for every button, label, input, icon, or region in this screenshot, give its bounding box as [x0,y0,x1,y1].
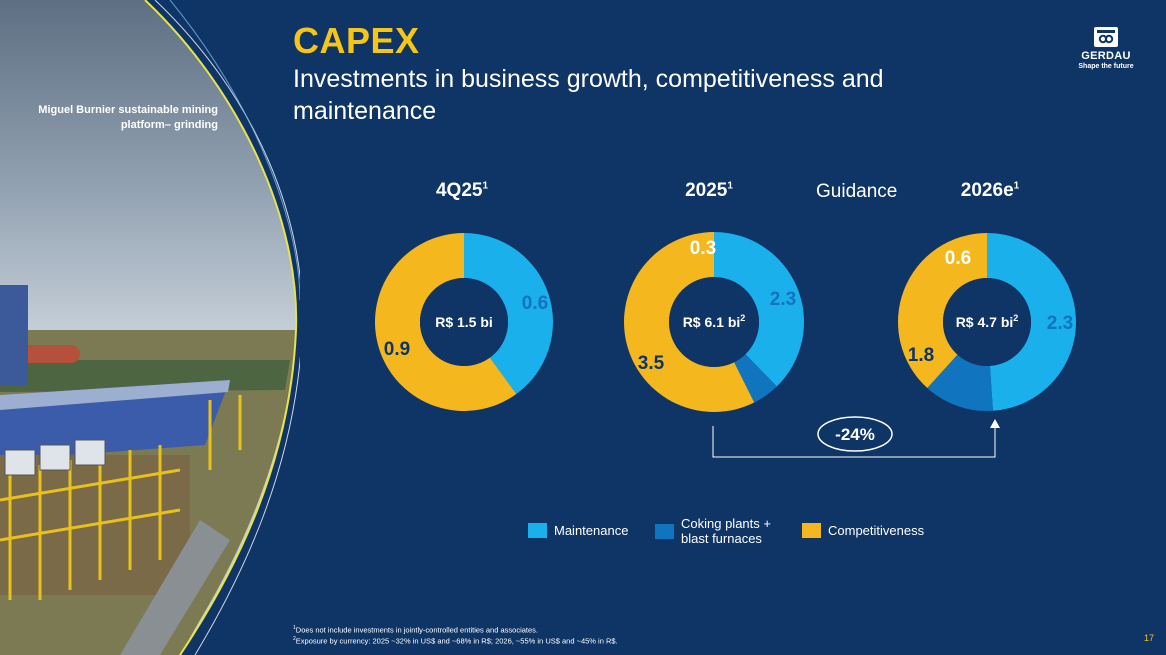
period-2025-text: 2025 [685,180,728,201]
donut-1-center [420,278,508,366]
donut-2-value-label-competitiveness: 3.5 [638,353,665,374]
donut-1-value-label-competitiveness: 0.9 [384,339,410,360]
donut-3-total-label: R$ 4.7 bi2 [956,313,1019,330]
legend-label-coking-line1: Coking plants + [681,516,771,531]
legend-item-competitiveness: Competitiveness [802,523,924,538]
footnote-2-marker: 2 [293,635,296,642]
donut-3-slice-maintenance [987,233,1076,411]
legend-swatch-competitiveness [802,523,821,538]
donut-3-value-label-maintenance: 2.3 [1047,313,1073,334]
caption-line-2: platform– grinding [120,119,218,131]
period-label-2025: 20251 [685,180,733,202]
donut-2-slice-coking [734,354,777,403]
donut-2-center [669,277,759,367]
guidance-label: Guidance [816,181,898,202]
logo-name: GERDAU [1081,50,1131,62]
logo-tagline: Shape the future [1078,63,1134,70]
donut-1-slice-maintenance [464,233,553,395]
photo-caption: Miguel Burnier sustainable mining platfo… [20,103,218,133]
donut-2-slice-maintenance [714,232,805,387]
footnote-1-marker: 1 [293,625,296,631]
legend-label-maintenance: Maintenance [554,523,629,538]
donut-2-slice-competitiveness [624,232,755,412]
change-badge [817,416,893,452]
donut-2-value-label-maintenance: 2.3 [770,289,796,310]
legend-swatch-coking [655,523,674,539]
donut-2-total-label: R$ 6.1 bi2 [683,313,746,330]
donut-3-value-label-competitiveness: 1.8 [908,345,934,366]
footnote-1: 1Does not include investments in jointly… [293,624,618,635]
donut-3-slice-competitiveness [898,233,987,389]
donut-3-center [943,278,1031,366]
donut-3-slice-coking [927,354,993,411]
gerdau-logo-icon [1094,27,1118,47]
donut-2-value-label-coking: 0.3 [690,238,716,259]
legend-item-maintenance: Maintenance [528,523,628,538]
page-number: 17 [1143,633,1154,643]
footnote-2: 2Exposure by currency: 2025 ~32% in US$ … [293,635,618,646]
legend-label-competitiveness: Competitiveness [828,523,925,538]
caption-line-1: Miguel Burnier sustainable mining [38,104,218,116]
footnote-ref: 1 [727,180,733,192]
comparison-connector [712,426,996,458]
donut-1-slice-competitiveness [374,233,517,411]
donut-1-total-label: R$ 1.5 bi [435,314,493,330]
footnote-ref: 1 [482,180,489,192]
period-label-2026e: 2026e1 [961,180,1019,202]
donut-1-value-label-maintenance: 0.6 [522,293,548,314]
legend-swatch-maintenance [528,523,547,538]
site-photo [0,0,300,655]
footnote-1-text: Does not include investments in jointly-… [295,625,538,635]
footnote-ref: 1 [1013,180,1020,192]
legend-label-coking: Coking plants + blast furnaces [681,516,771,546]
change-label: -24% [835,425,875,444]
comparison-arrowhead [990,419,1000,428]
period-4q25-text: 4Q25 [435,180,483,201]
donut-3-value-label-coking: 0.6 [945,248,971,269]
footnotes: 1Does not include investments in jointly… [293,624,618,645]
legend-label-coking-line2: blast furnaces [681,531,762,546]
period-label-4q25: 4Q251 [436,180,488,202]
page-subtitle: Investments in business growth, competit… [293,65,884,125]
period-2026e-text: 2026e [960,180,1014,201]
gerdau-logo: GERDAU Shape the future [1076,27,1136,70]
footnote-2-text: Exposure by currency: 2025 ~32% in US$ a… [295,636,618,645]
legend-item-coking: Coking plants + blast furnaces [655,516,771,546]
page-title: CAPEX [293,20,420,61]
